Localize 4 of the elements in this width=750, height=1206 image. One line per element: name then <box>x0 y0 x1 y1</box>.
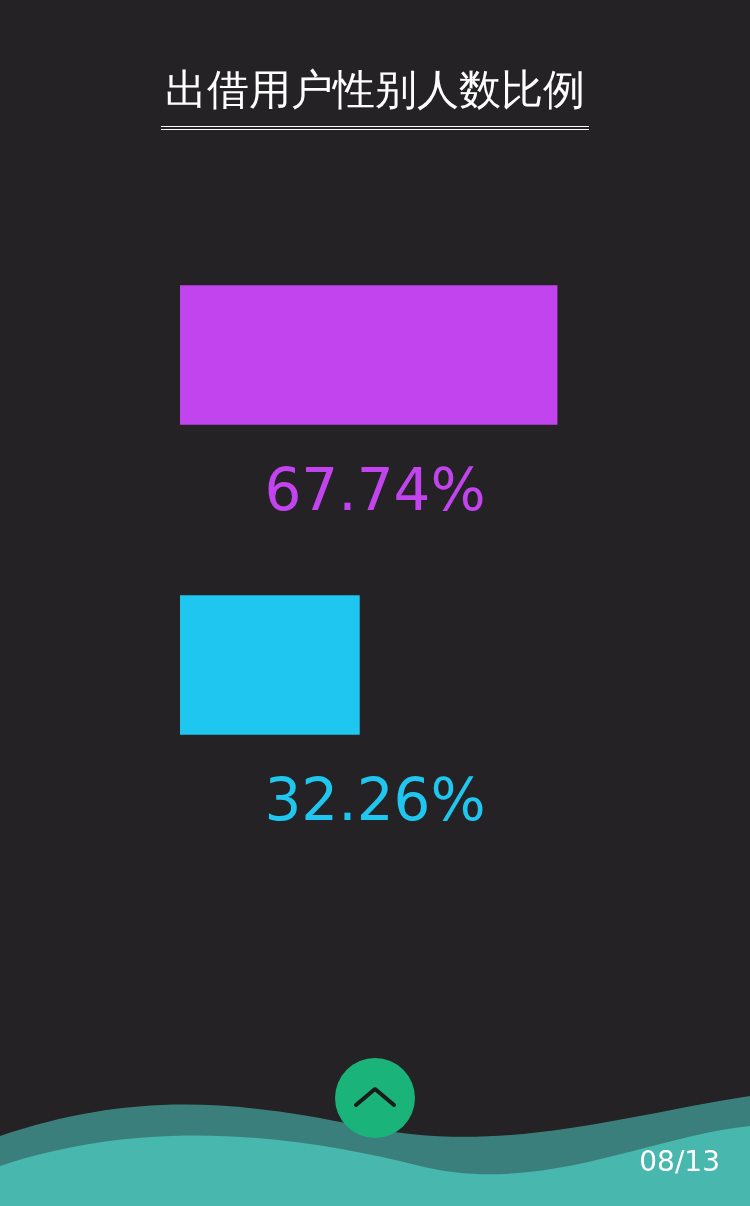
data-label: 67.74% <box>264 455 486 524</box>
data-label: 32.26% <box>264 765 486 834</box>
text: 08/13 <box>639 1145 720 1178</box>
chart-title: 出借用户性别人数比例 <box>161 62 589 130</box>
